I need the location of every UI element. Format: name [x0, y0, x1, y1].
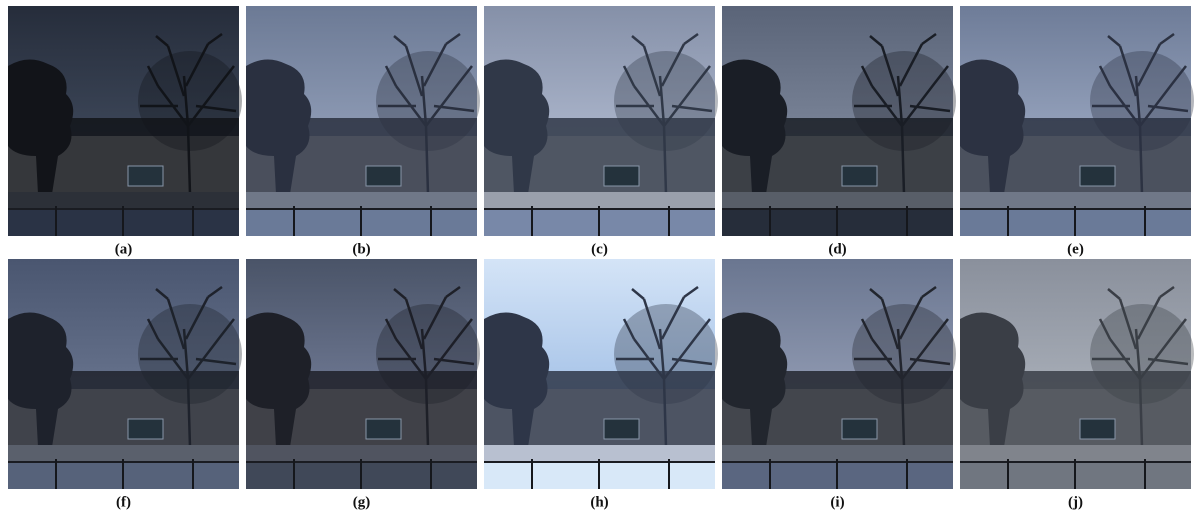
bench — [128, 166, 163, 186]
ground — [246, 445, 477, 461]
panel-label: (b) — [352, 241, 370, 257]
panel-label: (f) — [116, 494, 131, 510]
panel-label: (d) — [828, 241, 846, 257]
bench — [366, 419, 401, 439]
bench — [842, 166, 877, 186]
ground — [960, 445, 1191, 461]
panel — [722, 6, 956, 236]
canopy — [138, 51, 242, 151]
panel-label: (i) — [830, 494, 844, 510]
ground — [8, 192, 239, 208]
ground — [722, 192, 953, 208]
ground — [960, 192, 1191, 208]
panel — [960, 6, 1194, 236]
panel-label: (h) — [590, 494, 608, 510]
ground — [8, 445, 239, 461]
ground — [484, 445, 715, 461]
ground — [246, 192, 477, 208]
canopy — [1090, 51, 1194, 151]
panel-label: (c) — [591, 241, 608, 257]
canopy — [852, 304, 956, 404]
panel — [246, 259, 480, 489]
panel — [484, 6, 718, 236]
canopy — [614, 304, 718, 404]
panel — [246, 6, 480, 236]
panel-label: (e) — [1067, 241, 1084, 257]
panel-label: (j) — [1068, 494, 1083, 510]
bench — [1080, 166, 1115, 186]
panel — [8, 6, 242, 236]
canopy — [376, 304, 480, 404]
panel-label: (a) — [115, 241, 133, 257]
ground — [484, 192, 715, 208]
panel-label: (g) — [353, 494, 371, 510]
bench — [128, 419, 163, 439]
bench — [1080, 419, 1115, 439]
panel — [722, 259, 956, 489]
bench — [604, 419, 639, 439]
canopy — [1090, 304, 1194, 404]
panel — [484, 259, 718, 489]
canopy — [614, 51, 718, 151]
bench — [366, 166, 401, 186]
canopy — [376, 51, 480, 151]
bench — [842, 419, 877, 439]
canopy — [852, 51, 956, 151]
figure: (a) (b) (c) (d) (e) (f) (g) (h) (i) (j) — [0, 0, 1194, 519]
panel — [8, 259, 242, 489]
panel — [960, 259, 1194, 489]
bench — [604, 166, 639, 186]
canopy — [138, 304, 242, 404]
ground — [722, 445, 953, 461]
